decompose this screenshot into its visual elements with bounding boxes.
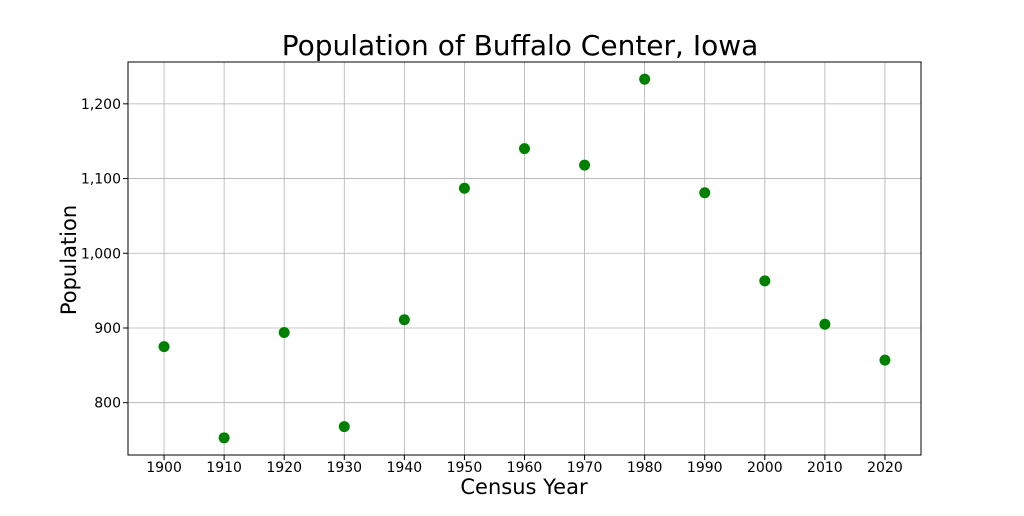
y-tick-label: 1,200 xyxy=(81,97,121,113)
x-tick-label: 1980 xyxy=(627,460,663,476)
x-tick-label: 1920 xyxy=(266,460,302,476)
x-axis-label: Census Year xyxy=(460,475,588,499)
chart-title: Population of Buffalo Center, Iowa xyxy=(282,29,759,62)
data-point xyxy=(819,318,831,330)
axis-ticks: 1900 1910 1920 1930 1940 1950 1960 1970 1980 1990… xyxy=(81,97,903,476)
data-point xyxy=(879,354,891,366)
y-tick-label: 1,100 xyxy=(81,172,121,188)
x-tick-label: 1960 xyxy=(507,460,543,476)
data-point xyxy=(458,182,470,194)
x-tick-label: 2000 xyxy=(747,460,783,476)
x-tick-label: 1940 xyxy=(387,460,423,476)
x-tick-label: 1990 xyxy=(687,460,723,476)
x-tick-label: 1950 xyxy=(447,460,483,476)
data-point xyxy=(158,341,170,353)
x-tick-label: 2010 xyxy=(807,460,843,476)
data-point xyxy=(699,187,711,199)
y-tick-label: 900 xyxy=(94,321,121,337)
y-tick-label: 1,000 xyxy=(81,246,121,262)
data-point xyxy=(639,73,651,85)
data-point xyxy=(338,421,350,433)
x-tick-label: 2020 xyxy=(867,460,903,476)
data-point xyxy=(759,275,771,287)
y-axis-label: Population xyxy=(57,205,81,315)
data-point xyxy=(218,432,230,444)
y-tick-label: 800 xyxy=(94,396,121,412)
data-point xyxy=(579,159,591,171)
x-tick-label: 1900 xyxy=(146,460,182,476)
data-point xyxy=(278,326,290,338)
data-point xyxy=(398,314,410,326)
grid-lines xyxy=(128,62,921,455)
data-point xyxy=(519,143,530,155)
x-tick-label: 1930 xyxy=(326,460,362,476)
data-points xyxy=(158,73,891,444)
x-tick-label: 1970 xyxy=(567,460,603,476)
x-tick-label: 1910 xyxy=(206,460,242,476)
